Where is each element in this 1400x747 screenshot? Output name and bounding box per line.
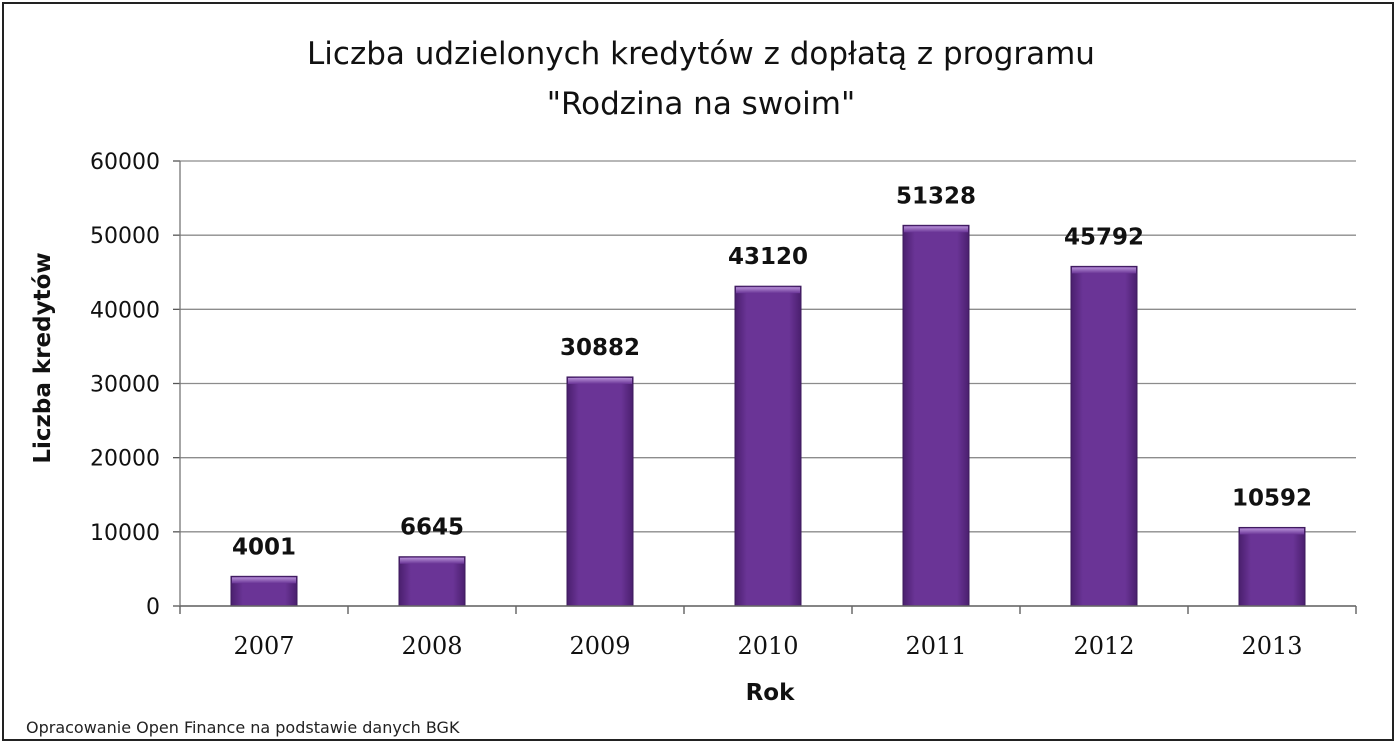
data-label-2010: 43120 [728, 244, 808, 270]
bar-2011 [902, 224, 970, 607]
x-tick-label-2010: 2010 [737, 632, 798, 660]
y-tick-label: 10000 [90, 521, 160, 546]
bar-highlight [1072, 267, 1136, 274]
x-tick-label-2007: 2007 [233, 632, 294, 660]
data-label-2011: 51328 [896, 183, 976, 209]
x-tick-label-2008: 2008 [401, 632, 462, 660]
source-note: Opracowanie Open Finance na podstawie da… [26, 718, 460, 737]
y-tick-label: 40000 [90, 298, 160, 323]
bar-highlight [1240, 528, 1304, 535]
chart-title-line2: "Rodzina na swoim" [547, 86, 855, 122]
x-tick-label-2012: 2012 [1073, 632, 1134, 660]
x-tick-label-2013: 2013 [1241, 632, 1302, 660]
bar-2008 [398, 556, 466, 607]
y-axis-ticks: 0 10000 20000 30000 40000 50000 60000 [90, 150, 160, 620]
y-tick-label: 60000 [90, 150, 160, 175]
bar-2013 [1238, 526, 1306, 607]
x-tick-label-2009: 2009 [569, 632, 630, 660]
bar-highlight [232, 577, 296, 584]
y-axis-title: Liczba kredytów [30, 252, 56, 463]
data-labels: 4001 6645 30882 43120 51328 45792 10592 [232, 183, 1312, 560]
chart-svg: Liczba udzielonych kredytów z dopłatą z … [26, 36, 1357, 737]
y-tick-label: 0 [146, 595, 160, 620]
x-axis-title: Rok [746, 680, 796, 706]
bar-2012 [1070, 265, 1138, 607]
bar-highlight [904, 226, 968, 233]
chart-title-line1: Liczba udzielonych kredytów z dopłatą z … [307, 36, 1095, 72]
x-axis-ticks: 2007 2008 2009 2010 2011 2012 2013 [180, 605, 1356, 660]
data-label-2007: 4001 [232, 534, 296, 560]
y-tick-label: 50000 [90, 224, 160, 249]
bar-highlight [568, 377, 632, 384]
bar-2009 [566, 376, 634, 607]
data-label-2008: 6645 [400, 515, 464, 541]
data-label-2013: 10592 [1232, 485, 1312, 511]
y-tick-label: 30000 [90, 373, 160, 398]
data-label-2012: 45792 [1064, 224, 1144, 250]
bar-highlight [400, 557, 464, 564]
data-label-2009: 30882 [560, 335, 640, 361]
x-tick-label-2011: 2011 [905, 632, 966, 660]
bar-2010 [734, 285, 802, 607]
y-tick-label: 20000 [90, 447, 160, 472]
bars [230, 224, 1306, 607]
bar-highlight [736, 287, 800, 294]
